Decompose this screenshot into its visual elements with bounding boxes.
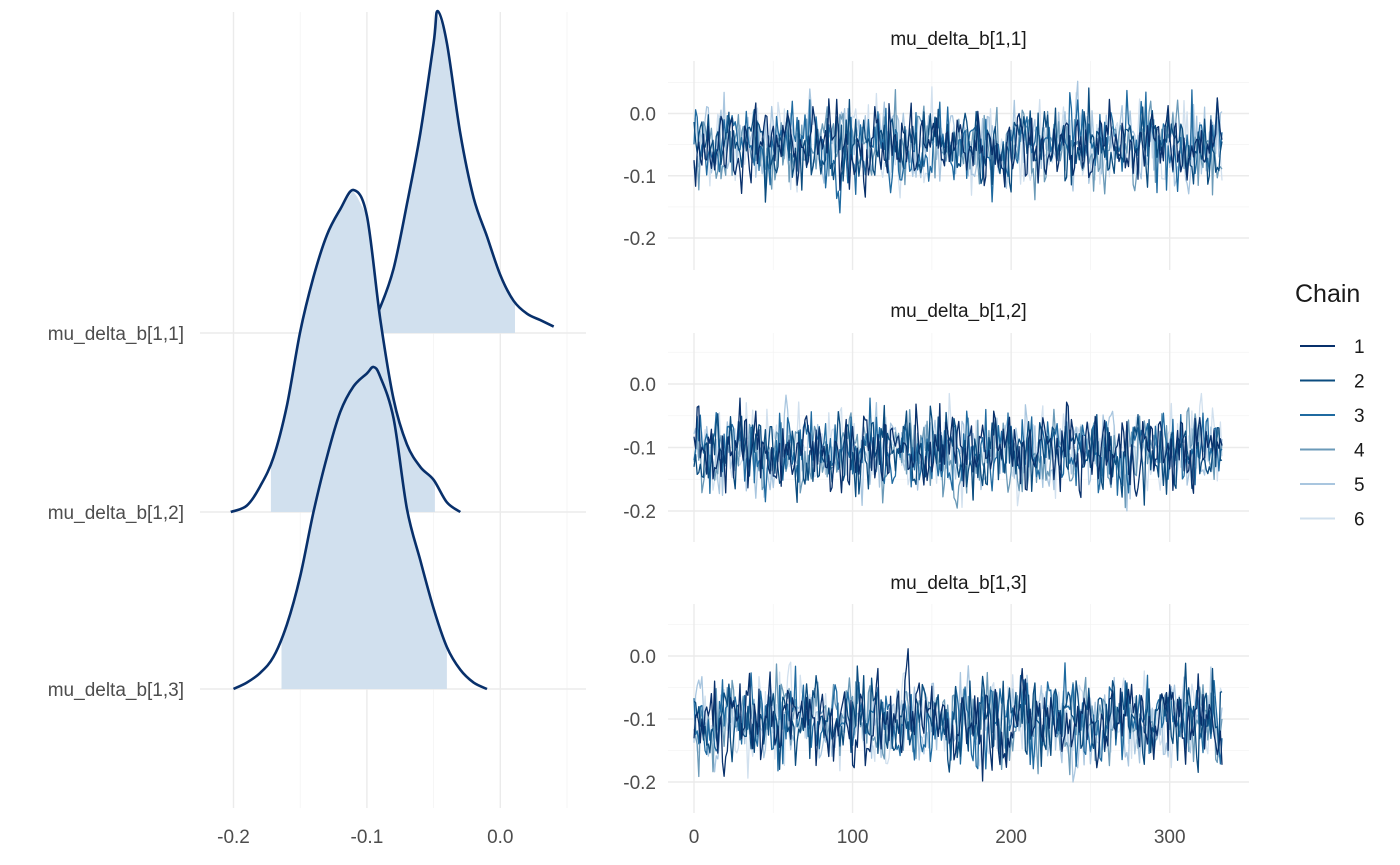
trace-line-chain-2 — [693, 662, 1223, 773]
trace-line-chain-1 — [693, 397, 1223, 499]
trace-facet: mu_delta_b[1,1] 0.0 -0.1 -0.2 — [623, 29, 1249, 270]
trace-panels: mu_delta_b[1,1]0.0-0.1-0.2mu_delta_b[1,2… — [623, 29, 1249, 848]
trace-line-chain-1 — [693, 97, 1223, 198]
density-curve — [230, 188, 462, 514]
density-x-tick-label: 0.0 — [487, 827, 513, 848]
trace-line-chain-3 — [693, 662, 1223, 772]
density-curve — [365, 9, 555, 334]
legend-title: Chain — [1295, 280, 1360, 308]
legend-label-chain-4: 4 — [1354, 441, 1365, 462]
trace-x-tick-label: 0 — [689, 827, 700, 848]
trace-facet: mu_delta_b[1,3] 0.0 -0.1 -0.2 — [623, 573, 1249, 813]
legend-label-chain-3: 3 — [1354, 406, 1365, 427]
trace-y-tick-label: -0.2 — [623, 773, 656, 794]
legend-label-chain-1: 1 — [1354, 337, 1365, 358]
legend-label-chain-2: 2 — [1354, 372, 1365, 393]
trace-facet-title: mu_delta_b[1,2] — [890, 301, 1026, 322]
trace-facet-title: mu_delta_b[1,3] — [890, 573, 1026, 594]
legend-label-chain-5: 5 — [1354, 475, 1365, 496]
density-ridge — [232, 365, 488, 691]
trace-y-tick-label: 0.0 — [630, 105, 656, 126]
trace-line-chain-1 — [693, 648, 1223, 782]
trace-y-tick-label: -0.1 — [623, 167, 656, 188]
chain-legend: Chain 1 2 3 4 5 6 — [1295, 280, 1365, 531]
density-x-tick-label: -0.2 — [217, 827, 250, 848]
density-y-tick-label: mu_delta_b[1,1] — [48, 324, 184, 345]
trace-y-tick-label: -0.1 — [623, 439, 656, 460]
trace-line-chain-4 — [693, 663, 1223, 778]
trace-y-tick-label: -0.2 — [623, 229, 656, 250]
density-y-tick-label: mu_delta_b[1,2] — [48, 503, 184, 524]
density-interval-fill — [281, 368, 447, 689]
trace-facet: mu_delta_b[1,2] 0.0 -0.1 -0.2 — [623, 301, 1249, 542]
density-interval-fill — [366, 14, 515, 333]
trace-y-tick-label: -0.1 — [623, 710, 656, 731]
trace-y-tick-label: -0.2 — [623, 502, 656, 523]
trace-y-tick-label: 0.0 — [630, 375, 656, 396]
density-y-tick-label: mu_delta_b[1,3] — [48, 680, 184, 701]
density-x-tick-label: -0.1 — [351, 827, 384, 848]
trace-facet-title: mu_delta_b[1,1] — [890, 29, 1026, 50]
density-ridge — [365, 9, 555, 334]
trace-x-tick-label: 300 — [1154, 827, 1186, 848]
legend-label-chain-6: 6 — [1354, 510, 1365, 531]
density-curve — [232, 365, 488, 691]
trace-x-tick-label: 100 — [837, 827, 869, 848]
density-ridgeline-panel: mu_delta_b[1,1] mu_delta_b[1,2] mu_delta_b… — [48, 9, 586, 848]
trace-x-tick-label: 200 — [995, 827, 1027, 848]
trace-y-tick-label: 0.0 — [630, 647, 656, 668]
